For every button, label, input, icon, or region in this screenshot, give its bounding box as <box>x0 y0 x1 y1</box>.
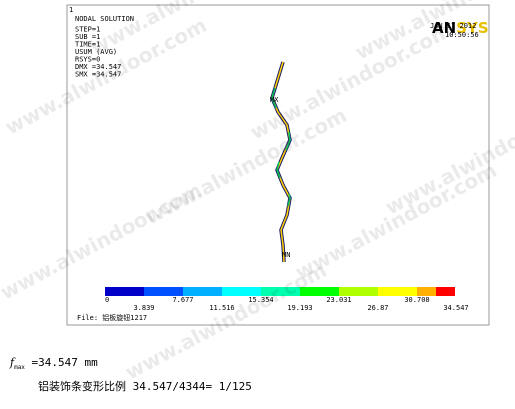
legend-label: 34.547 <box>443 304 468 312</box>
formula: fmax =34.547 mm <box>9 356 98 371</box>
ratio: 铝装饰条变形比例 34.547/4344= 1/125 <box>38 379 252 393</box>
legend-label: 23.031 <box>326 296 351 304</box>
legend-bar <box>105 287 455 296</box>
time: 10:50:56 <box>445 31 479 39</box>
legend-swatch <box>105 287 144 296</box>
legend-swatch <box>339 287 378 296</box>
min-label: MN <box>282 251 290 259</box>
legend-swatch <box>183 287 222 296</box>
legend-label: 19.193 <box>287 304 312 312</box>
logo-an: AN <box>432 19 456 37</box>
legend-swatch <box>300 287 339 296</box>
info-line: TIME=1 <box>75 41 100 49</box>
info-line: STEP=1 <box>75 26 100 34</box>
legend-swatch <box>417 287 436 296</box>
info-line: SMX =34.547 <box>75 71 121 79</box>
formula-symbol: f <box>9 356 16 369</box>
legend-swatch <box>222 287 261 296</box>
deformed-shape <box>270 61 292 263</box>
logo-sys: SYS <box>456 19 488 37</box>
formula-rest: =34.547 mm <box>25 356 98 369</box>
legend-label: 0 <box>105 296 109 304</box>
info-line: DMX =34.547 <box>75 63 121 71</box>
formula-subscript: max <box>14 364 25 371</box>
legend-label: 7.677 <box>172 296 193 304</box>
legend-swatch <box>436 287 455 296</box>
legend-label: 26.87 <box>367 304 388 312</box>
legend-swatch <box>378 287 417 296</box>
legend-labels: 0 7.677 15.354 23.031 30.708 3.839 11.516 19.19… <box>105 296 469 312</box>
info-line: USUM (AVG) <box>75 48 117 56</box>
info-line: NODAL SOLUTION <box>75 15 134 23</box>
legend-label: 15.354 <box>248 296 273 304</box>
logo: ANSYS <box>432 19 489 37</box>
info-line: SUB =1 <box>75 33 100 41</box>
legend-label: 30.708 <box>404 296 429 304</box>
legend-label: 3.839 <box>133 304 154 312</box>
max-label: MX <box>270 96 279 104</box>
date: JAN 17 2012 <box>430 22 476 30</box>
legend-swatch <box>144 287 183 296</box>
info-line: RSYS=0 <box>75 56 100 64</box>
legend-swatch <box>261 287 300 296</box>
legend-label: 11.516 <box>209 304 234 312</box>
file-name: File: 铝板旋钮1217 <box>77 313 147 322</box>
corner-mark: 1 <box>69 6 73 14</box>
